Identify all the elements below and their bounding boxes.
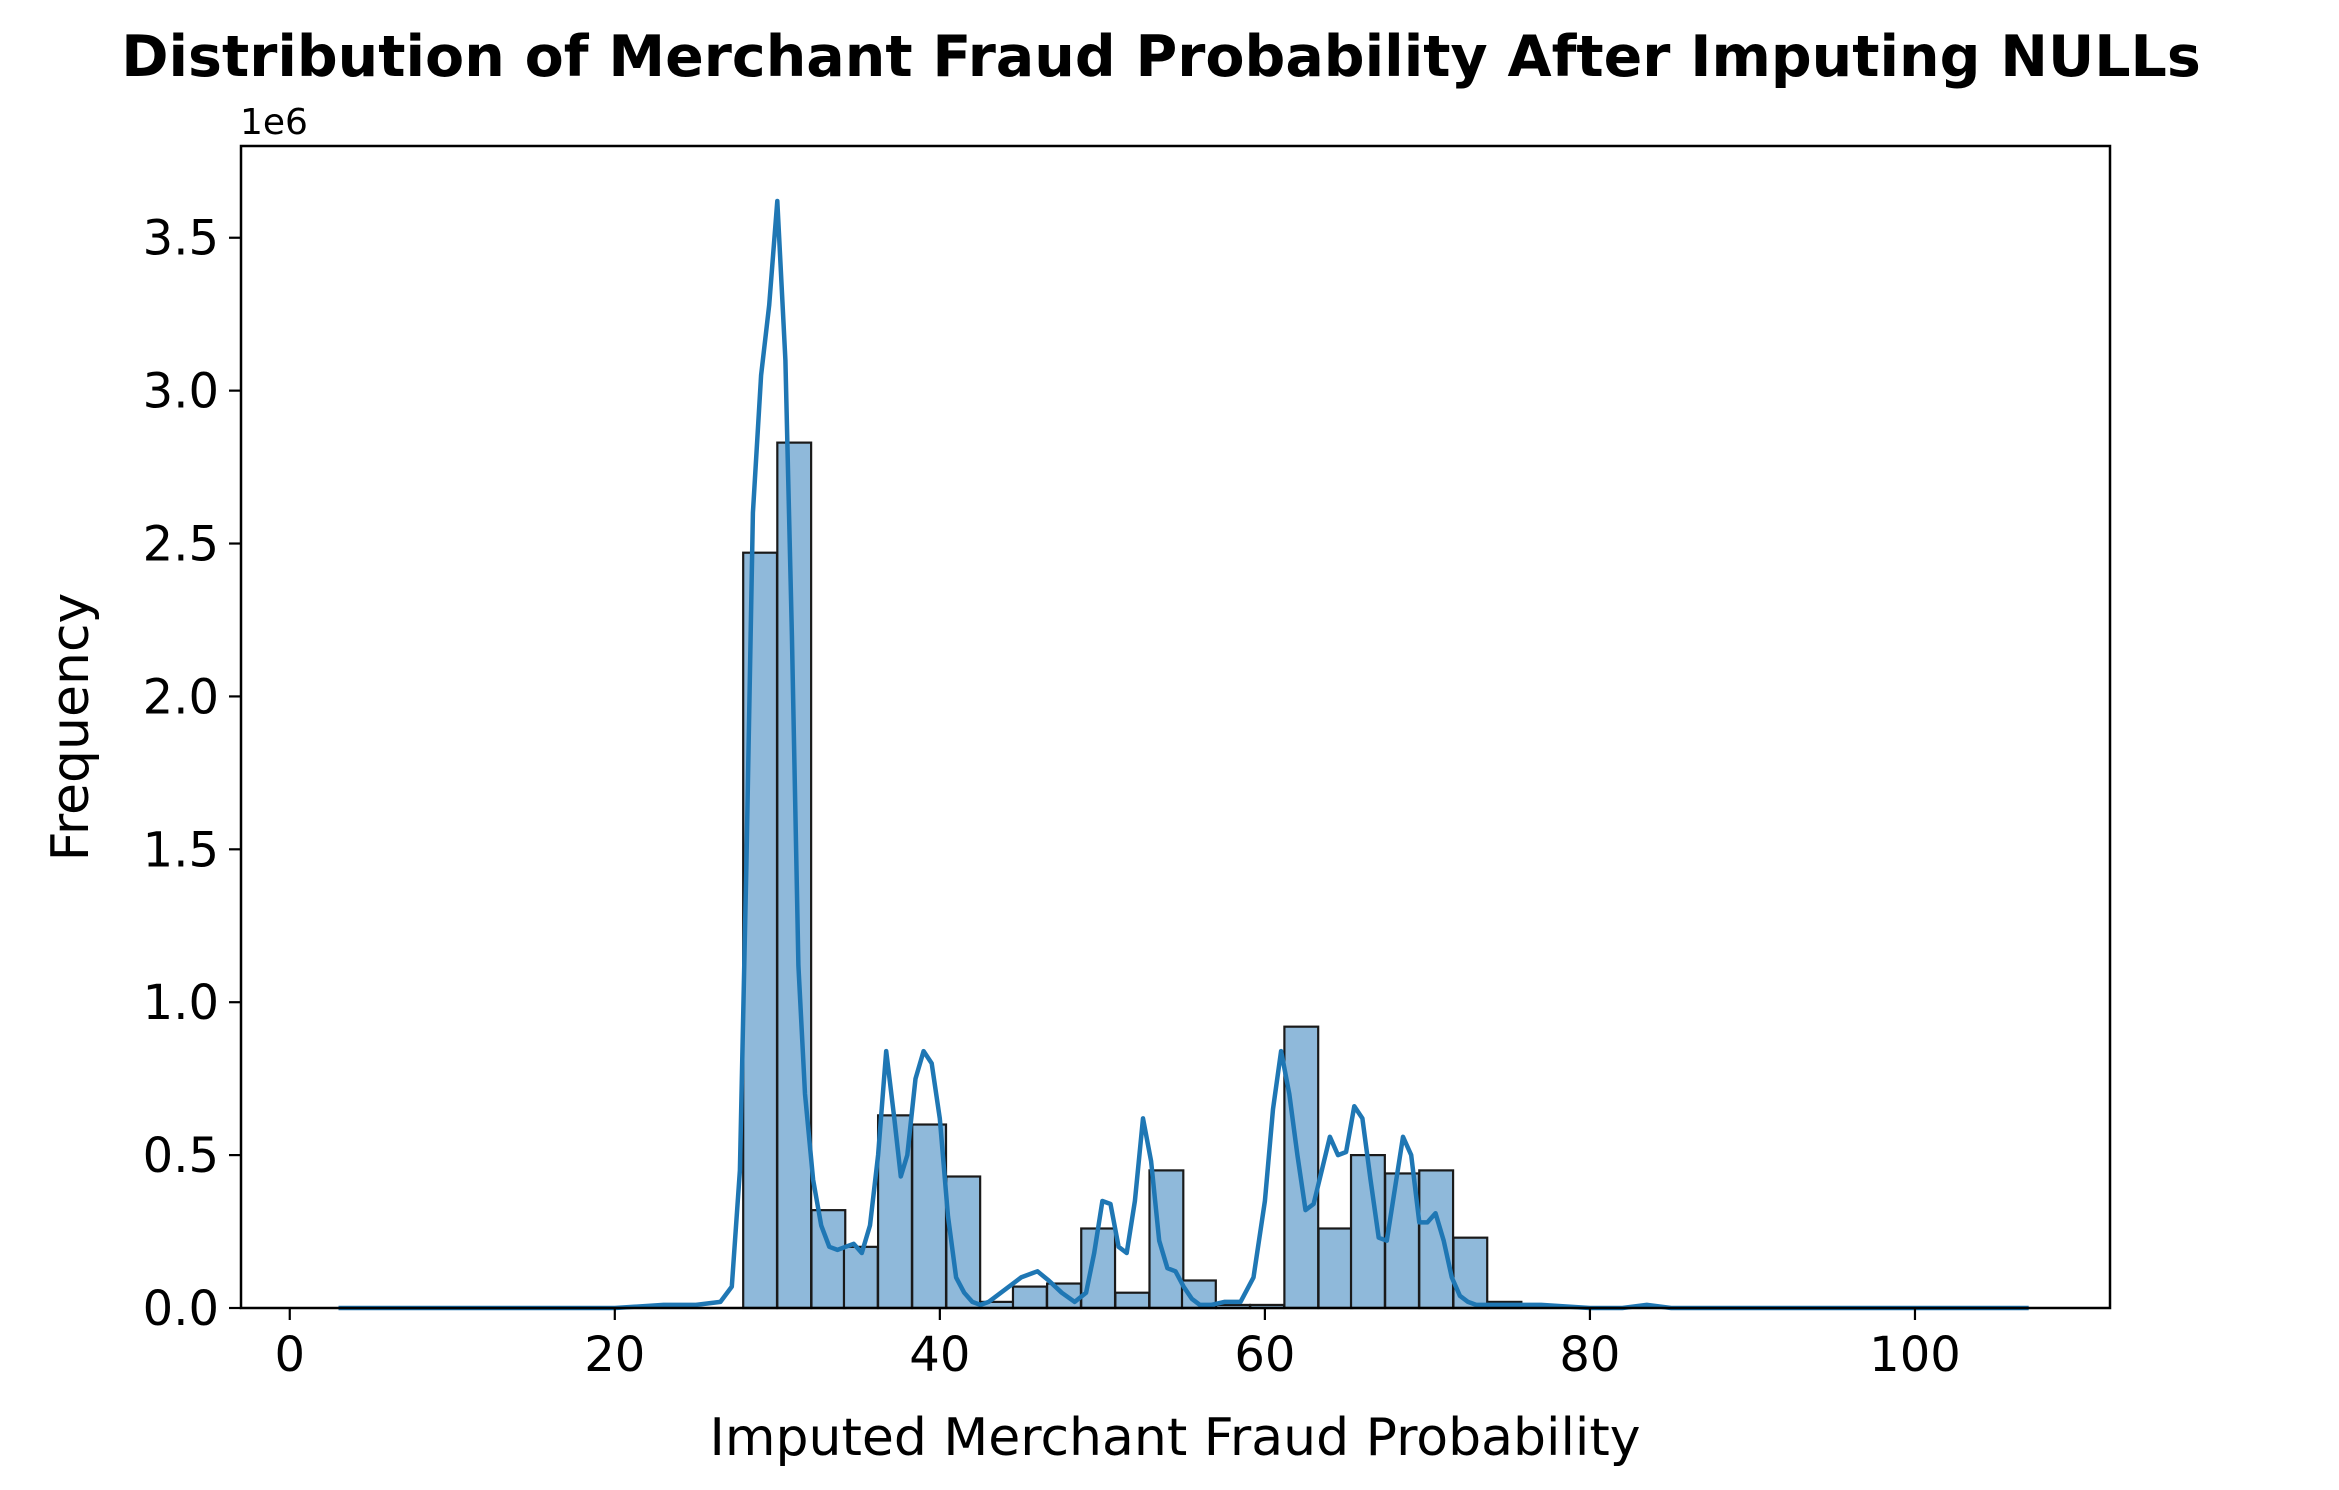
y-tick-label: 2.0 xyxy=(143,669,219,725)
y-tick-label: 1.0 xyxy=(143,975,219,1031)
histogram-bar-3 xyxy=(842,1245,879,1310)
kde-curve xyxy=(338,198,2029,1311)
y-tick-label: 3.5 xyxy=(143,211,219,267)
histogram-bar-17 xyxy=(1317,1227,1354,1310)
histogram-bar-20 xyxy=(1418,1169,1455,1310)
chart-title: Distribution of Merchant Fraud Probabili… xyxy=(121,24,2201,90)
y-axis-ticks: 0.0 0.5 1.0 1.5 2.0 2.5 3.0 3.5 xyxy=(143,211,241,1337)
y-axis-offset-label: 1e6 xyxy=(240,102,308,143)
histogram-bar-11 xyxy=(1114,1291,1151,1310)
histogram-bar-8 xyxy=(1011,1285,1048,1310)
x-tick-label: 0 xyxy=(274,1327,305,1383)
x-axis-ticks: 0 20 40 60 80 100 xyxy=(274,1308,1961,1383)
plot-area-frame xyxy=(239,144,2112,1310)
x-axis-label: Imputed Merchant Fraud Probability xyxy=(710,1408,1641,1468)
y-axis-label: Frequency xyxy=(41,593,101,862)
histogram-bars xyxy=(742,441,1523,1310)
x-tick-label: 100 xyxy=(1869,1327,1961,1383)
x-tick-label: 40 xyxy=(909,1327,970,1383)
histogram-bar-19 xyxy=(1384,1172,1421,1310)
y-tick-label: 2.5 xyxy=(143,517,219,573)
x-tick-label: 60 xyxy=(1234,1327,1295,1383)
y-tick-label: 0.0 xyxy=(143,1281,219,1337)
y-tick-label: 1.5 xyxy=(143,822,219,878)
x-tick-label: 80 xyxy=(1559,1327,1620,1383)
histogram-bar-2 xyxy=(810,1209,847,1310)
y-tick-label: 0.5 xyxy=(143,1128,219,1184)
histogram-bar-1 xyxy=(776,441,813,1310)
y-tick-label: 3.0 xyxy=(143,364,219,420)
x-tick-label: 20 xyxy=(584,1327,645,1383)
